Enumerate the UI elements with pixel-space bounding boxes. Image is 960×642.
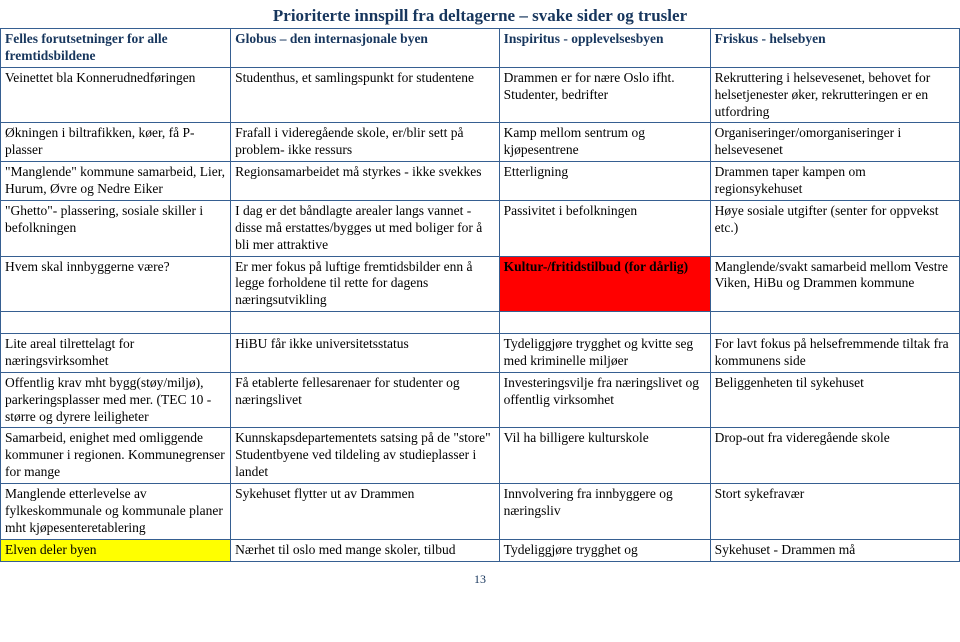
cell: For lavt fokus på helsefremmende tiltak … <box>710 334 959 373</box>
col-header-2: Globus – den internasjonale byen <box>231 29 500 68</box>
cell: Manglende/svakt samarbeid mellom Vestre … <box>710 256 959 312</box>
cell: I dag er det båndlagte arealer langs van… <box>231 200 500 256</box>
cell: Drop-out fra videregående skole <box>710 428 959 484</box>
cell: Rekruttering i helsevesenet, behovet for… <box>710 67 959 123</box>
cell: Frafall i videregående skole, er/blir se… <box>231 123 500 162</box>
cell: Etterligning <box>499 162 710 201</box>
cell: "Ghetto"- plassering, sosiale skiller i … <box>1 200 231 256</box>
spacer-row <box>1 312 960 334</box>
cell: Stort sykefravær <box>710 484 959 540</box>
table-row: "Ghetto"- plassering, sosiale skiller i … <box>1 200 960 256</box>
cell: Passivitet i befolkningen <box>499 200 710 256</box>
page-number: 13 <box>0 562 960 587</box>
table-row: Veinettet bla Konnerudnedføringen Studen… <box>1 67 960 123</box>
col-header-4: Friskus - helsebyen <box>710 29 959 68</box>
cell: Studenthus, et samlingspunkt for student… <box>231 67 500 123</box>
table-row: Manglende etterlevelse av fylkeskommunal… <box>1 484 960 540</box>
cell: Drammen er for nære Oslo ifht. Studenter… <box>499 67 710 123</box>
spacer-cell <box>499 312 710 334</box>
cell: Kamp mellom sentrum og kjøpesentrene <box>499 123 710 162</box>
cell-highlight-red: Kultur-/fritidstilbud (for dårlig) <box>499 256 710 312</box>
table-row: Økningen i biltrafikken, køer, få P-plas… <box>1 123 960 162</box>
cell: Tydeliggjøre trygghet og kvitte seg med … <box>499 334 710 373</box>
cell: Sykehuset - Drammen må <box>710 539 959 561</box>
cell: Samarbeid, enighet med omliggende kommun… <box>1 428 231 484</box>
cell: Sykehuset flytter ut av Drammen <box>231 484 500 540</box>
table-row: Elven deler byen Nærhet til oslo med man… <box>1 539 960 561</box>
main-table: Felles forutsetninger for alle fremtidsb… <box>0 28 960 562</box>
col-header-1: Felles forutsetninger for alle fremtidsb… <box>1 29 231 68</box>
cell: Investeringsvilje fra næringslivet og of… <box>499 372 710 428</box>
cell-highlight-yellow: Elven deler byen <box>1 539 231 561</box>
cell: Økningen i biltrafikken, køer, få P-plas… <box>1 123 231 162</box>
cell: Drammen taper kampen om regionsykehuset <box>710 162 959 201</box>
spacer-cell <box>1 312 231 334</box>
cell: "Manglende" kommune samarbeid, Lier, Hur… <box>1 162 231 201</box>
table-header-row: Felles forutsetninger for alle fremtidsb… <box>1 29 960 68</box>
cell: Beliggenheten til sykehuset <box>710 372 959 428</box>
table-row: Offentlig krav mht bygg(støy/miljø), par… <box>1 372 960 428</box>
cell: Hvem skal innbyggerne være? <box>1 256 231 312</box>
cell: Vil ha billigere kulturskole <box>499 428 710 484</box>
table-body: Felles forutsetninger for alle fremtidsb… <box>1 29 960 562</box>
table-row: Samarbeid, enighet med omliggende kommun… <box>1 428 960 484</box>
cell: Offentlig krav mht bygg(støy/miljø), par… <box>1 372 231 428</box>
cell: Er mer fokus på luftige fremtidsbilder e… <box>231 256 500 312</box>
cell: Høye sosiale utgifter (senter for oppvek… <box>710 200 959 256</box>
spacer-cell <box>710 312 959 334</box>
cell: Lite areal tilrettelagt for næringsvirks… <box>1 334 231 373</box>
cell: Nærhet til oslo med mange skoler, tilbud <box>231 539 500 561</box>
table-row: Lite areal tilrettelagt for næringsvirks… <box>1 334 960 373</box>
cell: Tydeliggjøre trygghet og <box>499 539 710 561</box>
cell: Regionsamarbeidet må styrkes - ikke svek… <box>231 162 500 201</box>
cell: Innvolvering fra innbyggere og næringsli… <box>499 484 710 540</box>
cell: Organiseringer/omorganiseringer i helsev… <box>710 123 959 162</box>
cell: Få etablerte fellesarenaer for studenter… <box>231 372 500 428</box>
spacer-cell <box>231 312 500 334</box>
cell: Manglende etterlevelse av fylkeskommunal… <box>1 484 231 540</box>
table-row: Hvem skal innbyggerne være? Er mer fokus… <box>1 256 960 312</box>
table-row: "Manglende" kommune samarbeid, Lier, Hur… <box>1 162 960 201</box>
cell: HiBU får ikke universitetsstatus <box>231 334 500 373</box>
cell: Veinettet bla Konnerudnedføringen <box>1 67 231 123</box>
page-title: Prioriterte innspill fra deltagerne – sv… <box>0 0 960 28</box>
col-header-3: Inspiritus - opplevelsesbyen <box>499 29 710 68</box>
cell: Kunnskapsdepartementets satsing på de "s… <box>231 428 500 484</box>
